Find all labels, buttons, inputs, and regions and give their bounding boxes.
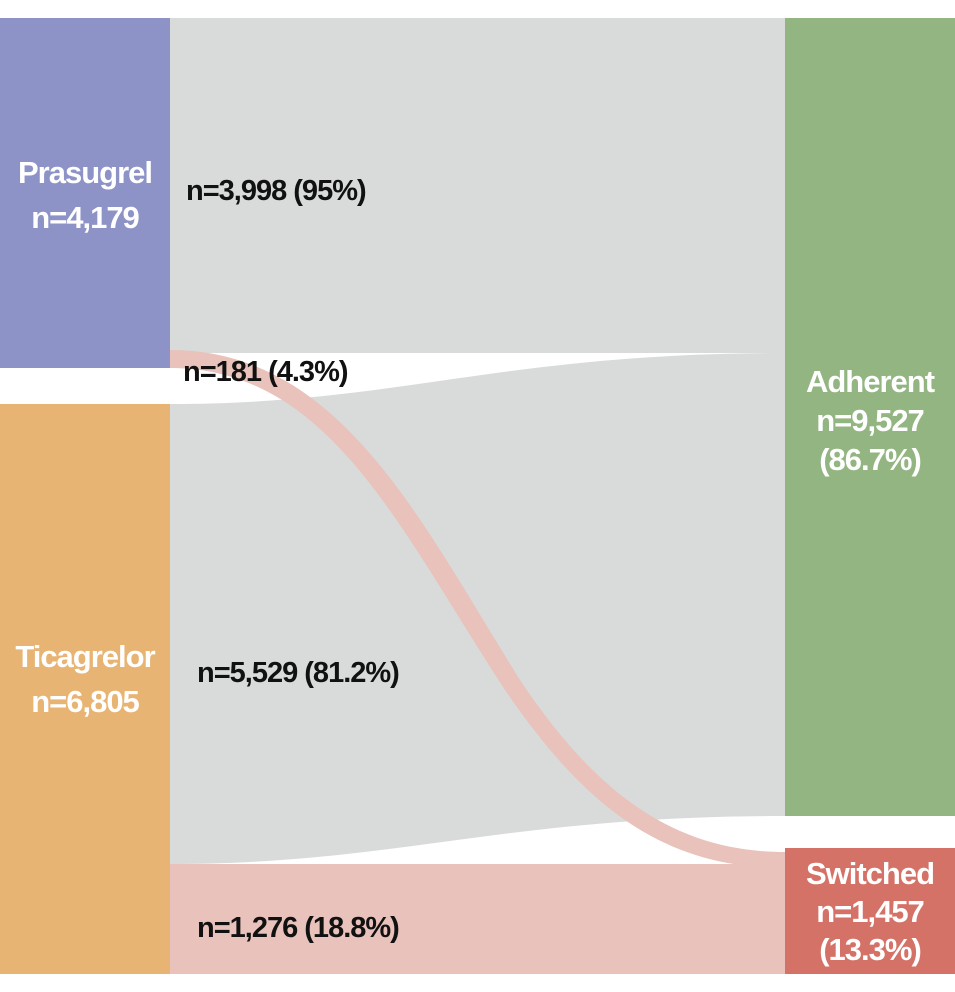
flow-prasugrel-to-adherent	[170, 18, 785, 353]
node-switched-percent: (13.3%)	[819, 932, 921, 967]
node-prasugrel-count: n=4,179	[31, 200, 139, 235]
node-ticagrelor-name: Ticagrelor	[15, 639, 155, 674]
node-adherent-name: Adherent	[806, 364, 935, 399]
node-switched	[785, 848, 955, 974]
flow-label-prasugrel-switched: n=181 (4.3%)	[183, 356, 348, 388]
flow-ticagrelor-to-switched	[170, 864, 785, 974]
node-adherent-count: n=9,527	[816, 403, 924, 438]
node-ticagrelor	[0, 404, 170, 974]
node-adherent-percent: (86.7%)	[819, 442, 921, 477]
node-prasugrel-name: Prasugrel	[18, 155, 152, 190]
node-switched-count: n=1,457	[816, 894, 924, 929]
flow-ticagrelor-to-adherent	[170, 353, 785, 864]
flow-label-ticagrelor-adherent: n=5,529 (81.2%)	[197, 657, 399, 689]
flow-label-ticagrelor-switched: n=1,276 (18.8%)	[197, 912, 399, 944]
node-prasugrel	[0, 18, 170, 368]
node-adherent	[785, 18, 955, 816]
node-ticagrelor-count: n=6,805	[31, 684, 139, 719]
flow-label-prasugrel-adherent: n=3,998 (95%)	[186, 175, 366, 207]
node-switched-name: Switched	[806, 856, 934, 891]
